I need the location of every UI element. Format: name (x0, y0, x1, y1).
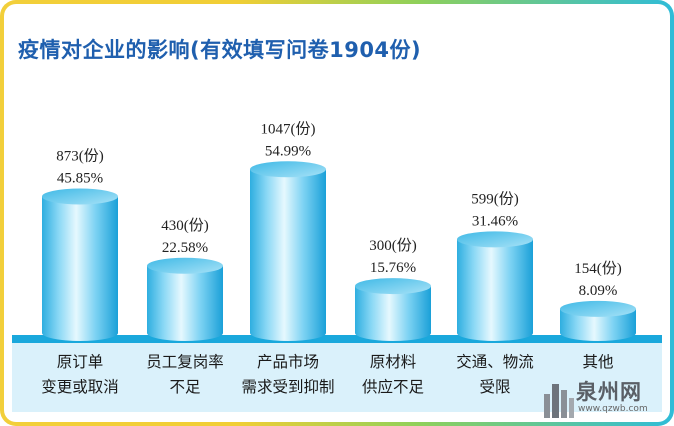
bar-percent-label: 22.58% (162, 240, 208, 256)
bar-percent-label: 15.76% (370, 260, 416, 276)
bar-group (250, 161, 326, 341)
category-label: 供应不足 (362, 377, 424, 396)
bar (42, 196, 118, 333)
bar-percent-label: 54.99% (265, 143, 311, 159)
bar-top (42, 188, 118, 205)
bar-group (457, 231, 533, 341)
category-label: 不足 (169, 378, 200, 396)
watermark-url: www.qzwb.com (578, 404, 648, 414)
category-label: 产品市场 (257, 353, 319, 371)
bar-group (42, 188, 118, 341)
bar-top (560, 300, 636, 317)
bar-top (147, 257, 223, 274)
category-label: 原材料 (370, 353, 417, 371)
category-label: 原订单 (57, 353, 104, 371)
bar-group (560, 300, 636, 341)
bar-count-label: 154(份) (574, 260, 622, 277)
category-label: 员工复岗率 (146, 353, 224, 371)
category-label: 变更或取消 (41, 378, 119, 396)
bar-base (457, 325, 533, 341)
bar-base (147, 325, 223, 341)
bar (250, 169, 326, 333)
bar-top (457, 231, 533, 248)
bar-top (250, 161, 326, 178)
bar-percent-label: 31.46% (472, 213, 518, 229)
category-label: 需求受到抑制 (241, 378, 334, 396)
chart-title: 疫情对企业的影响(有效填写问卷1904份) (18, 38, 422, 62)
bar-base (42, 325, 118, 341)
bar-group (355, 278, 431, 341)
bar-count-label: 1047(份) (261, 120, 316, 137)
bars-layer (12, 161, 662, 412)
skyline-logo-icon (544, 384, 574, 418)
bar-top (355, 278, 431, 295)
bar-percent-label: 8.09% (579, 283, 618, 299)
bar-count-label: 873(份) (56, 147, 104, 164)
category-label: 其他 (582, 353, 613, 371)
bar-base (250, 325, 326, 341)
bar-count-label: 430(份) (161, 217, 209, 234)
watermark: 泉州网 www.qzwb.com (536, 376, 668, 424)
bar (457, 239, 533, 333)
bar-group (147, 257, 223, 341)
bar (147, 265, 223, 333)
baseline-strip (12, 335, 662, 343)
bar-count-label: 300(份) (369, 237, 417, 254)
bar-base (355, 325, 431, 341)
category-label: 交通、物流 (456, 353, 534, 371)
bar-percent-label: 45.85% (57, 170, 103, 186)
category-label: 受限 (479, 378, 510, 396)
bar-count-label: 599(份) (471, 190, 519, 207)
watermark-name: 泉州网 (576, 380, 642, 404)
bar-base (560, 325, 636, 341)
